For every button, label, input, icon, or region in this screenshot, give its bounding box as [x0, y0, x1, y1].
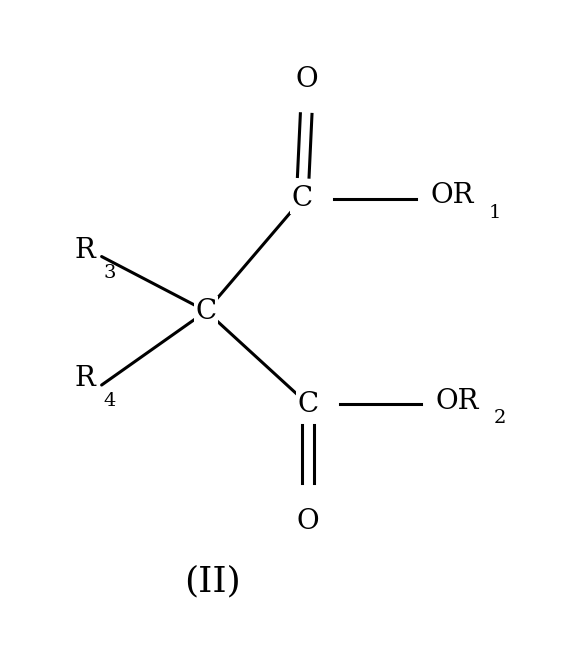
Text: OR: OR — [436, 388, 480, 415]
Text: 3: 3 — [104, 264, 116, 282]
Text: 2: 2 — [494, 410, 507, 428]
Text: 1: 1 — [488, 204, 501, 222]
Text: R: R — [75, 237, 96, 264]
Text: O: O — [296, 66, 318, 93]
Text: (II): (II) — [184, 564, 241, 598]
Text: C: C — [195, 297, 217, 325]
Text: O: O — [296, 509, 319, 535]
Text: OR: OR — [430, 182, 474, 209]
Text: C: C — [298, 391, 319, 418]
Text: 4: 4 — [104, 392, 116, 410]
Text: C: C — [292, 185, 313, 213]
Text: R: R — [75, 365, 96, 392]
